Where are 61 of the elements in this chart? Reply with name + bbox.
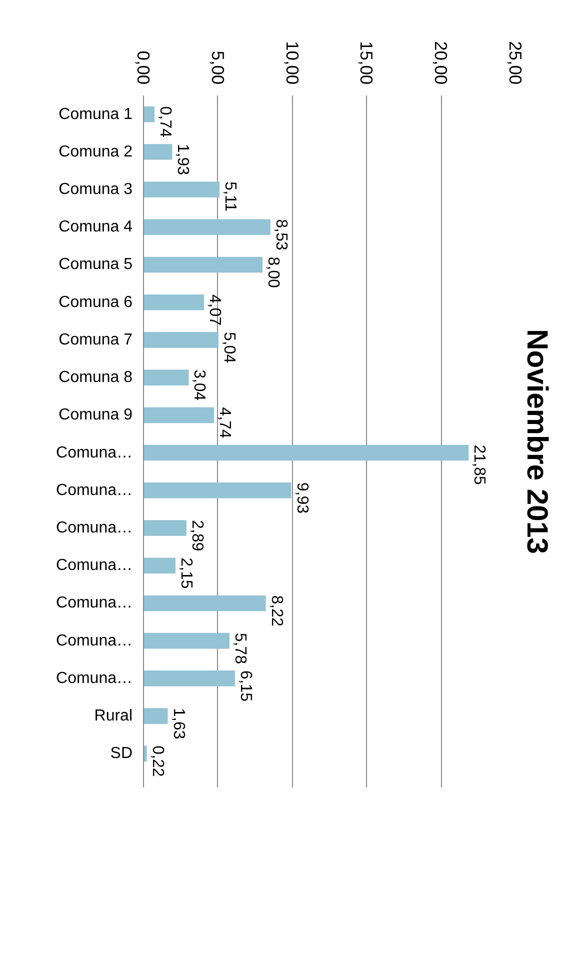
data-label: 2,89 xyxy=(188,520,206,552)
bar xyxy=(144,482,292,498)
bar xyxy=(144,520,187,536)
bar xyxy=(144,708,168,724)
y-tick-label: Comuna 1 xyxy=(58,106,133,123)
data-label: 5,04 xyxy=(220,332,238,364)
bar xyxy=(144,106,155,122)
x-tick-label: 10,00 xyxy=(282,41,302,85)
data-label: 21,85 xyxy=(470,444,488,485)
y-tick-label: Comuna… xyxy=(56,557,133,574)
y-tick-label: Comuna… xyxy=(56,444,133,462)
y-tick-label: Comuna… xyxy=(56,632,133,650)
bar xyxy=(144,407,214,424)
data-label: 9,93 xyxy=(293,482,310,514)
bar xyxy=(144,670,236,686)
data-label: 3,04 xyxy=(190,370,208,401)
bar xyxy=(144,219,270,236)
data-label: 4,74 xyxy=(216,407,234,438)
data-label: 5,78 xyxy=(232,632,249,664)
y-tick-label: Comuna 7 xyxy=(58,331,133,348)
y-tick-label: Comuna… xyxy=(56,594,133,612)
y-tick-label: Comuna… xyxy=(56,482,133,499)
data-label: 4,07 xyxy=(206,294,224,326)
data-label: 0,74 xyxy=(156,106,174,138)
y-tick-label: Comuna 8 xyxy=(58,369,133,386)
x-tick-label: 0,00 xyxy=(134,50,154,85)
bar xyxy=(144,182,220,198)
data-label: 1,93 xyxy=(174,144,192,176)
y-tick-label: Comuna 2 xyxy=(58,143,133,160)
bar xyxy=(144,746,147,762)
x-tick-label: 5,00 xyxy=(208,50,228,85)
bar xyxy=(144,558,176,574)
data-label: 6,15 xyxy=(237,670,254,702)
data-label: 0,22 xyxy=(148,746,166,777)
data-label: 8,53 xyxy=(272,219,290,250)
data-label: 2,15 xyxy=(177,558,194,589)
data-label: 8,22 xyxy=(268,595,285,626)
data-label: 1,63 xyxy=(170,708,187,740)
y-tick-label: SD xyxy=(110,745,133,762)
bar xyxy=(144,144,172,160)
x-tick-label: 20,00 xyxy=(431,41,452,85)
y-tick-label: Comuna 4 xyxy=(58,218,133,236)
y-tick-label: Comuna 3 xyxy=(58,181,133,198)
data-label: 5,11 xyxy=(222,182,239,212)
y-tick-label: Comuna… xyxy=(56,670,133,687)
x-tick-label: 25,00 xyxy=(506,41,526,85)
y-tick-label: Comuna 6 xyxy=(58,294,133,311)
y-tick-label: Comuna 9 xyxy=(58,406,133,424)
bar xyxy=(144,256,263,273)
y-tick-label: Comuna… xyxy=(56,520,133,536)
bar xyxy=(144,595,266,612)
y-tick-label: Comuna 5 xyxy=(58,256,133,274)
y-tick-label: Rural xyxy=(94,708,132,725)
x-tick-label: 15,00 xyxy=(356,41,377,85)
bar xyxy=(144,294,204,310)
data-label: 8,00 xyxy=(264,256,282,288)
bar xyxy=(144,332,218,348)
bar xyxy=(144,632,230,649)
bar xyxy=(144,370,189,386)
text: Noviembre 2013 xyxy=(520,329,554,554)
bar xyxy=(144,444,469,461)
